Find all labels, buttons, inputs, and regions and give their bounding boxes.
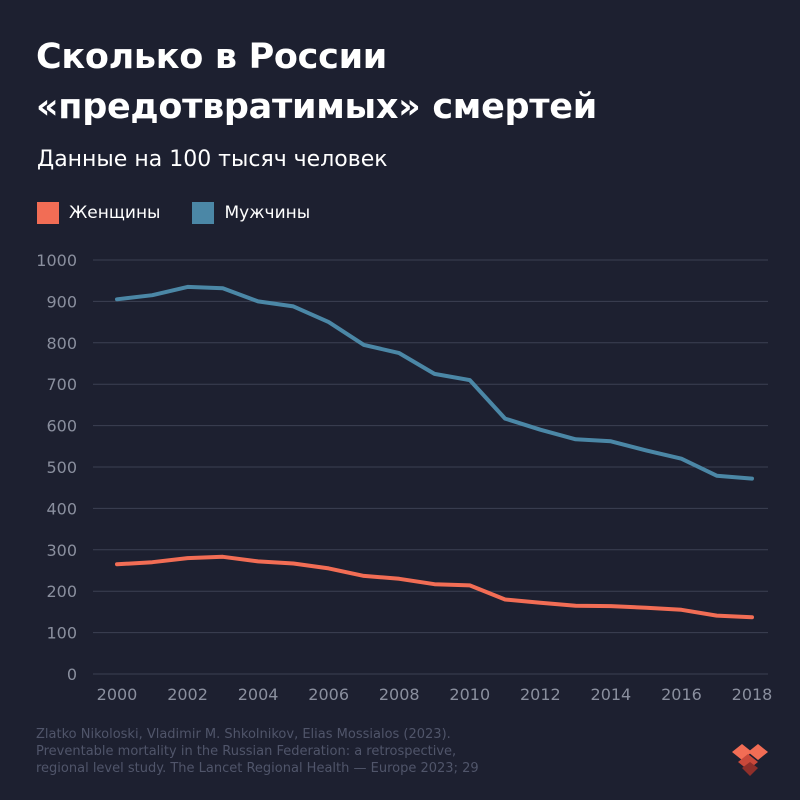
legend-swatch-women xyxy=(37,202,59,224)
x-tick-label: 2010 xyxy=(449,685,490,704)
chart-subtitle: Данные на 100 тысяч человек xyxy=(37,147,388,172)
x-tick-label: 2018 xyxy=(732,685,773,704)
source-line: Zlatko Nikoloski, Vladimir M. Shkolnikov… xyxy=(36,727,451,742)
y-tick-label: 300 xyxy=(46,541,77,560)
source-line: regional level study. The Lancet Regiona… xyxy=(36,761,479,776)
y-tick-label: 900 xyxy=(46,292,77,311)
y-tick-label: 800 xyxy=(46,334,77,353)
series-line-men xyxy=(115,284,754,481)
legend-label-women: Женщины xyxy=(69,203,161,223)
y-tick-label: 200 xyxy=(46,582,77,601)
y-tick-label: 500 xyxy=(46,458,77,477)
legend-label-men: Мужчины xyxy=(224,203,311,223)
legend: Женщины Мужчины xyxy=(37,202,342,224)
y-tick-label: 1000 xyxy=(36,251,77,270)
series-line-women xyxy=(115,554,754,620)
y-tick-label: 400 xyxy=(46,499,77,518)
x-tick-label: 2008 xyxy=(379,685,420,704)
legend-swatch-men xyxy=(192,202,215,224)
x-tick-label: 2002 xyxy=(167,685,208,704)
y-tick-label: 0 xyxy=(67,665,77,684)
x-tick-label: 2004 xyxy=(238,685,279,704)
source-citation: Zlatko Nikoloski, Vladimir M. Shkolnikov… xyxy=(36,726,556,777)
x-tick-label: 2000 xyxy=(97,685,138,704)
x-tick-label: 2014 xyxy=(591,685,632,704)
chart-title: Сколько в России «предотвратимых» смерте… xyxy=(36,37,597,127)
source-line: Preventable mortality in the Russian Fed… xyxy=(36,744,457,759)
legend-item-women: Женщины xyxy=(37,202,160,224)
y-tick-label: 100 xyxy=(46,624,77,643)
y-tick-label: 600 xyxy=(46,417,77,436)
x-tick-label: 2006 xyxy=(308,685,349,704)
y-tick-label: 700 xyxy=(46,375,77,394)
legend-item-men: Мужчины xyxy=(192,202,310,224)
publisher-logo-icon xyxy=(732,744,768,776)
x-tick-label: 2016 xyxy=(661,685,702,704)
x-tick-label: 2012 xyxy=(520,685,561,704)
